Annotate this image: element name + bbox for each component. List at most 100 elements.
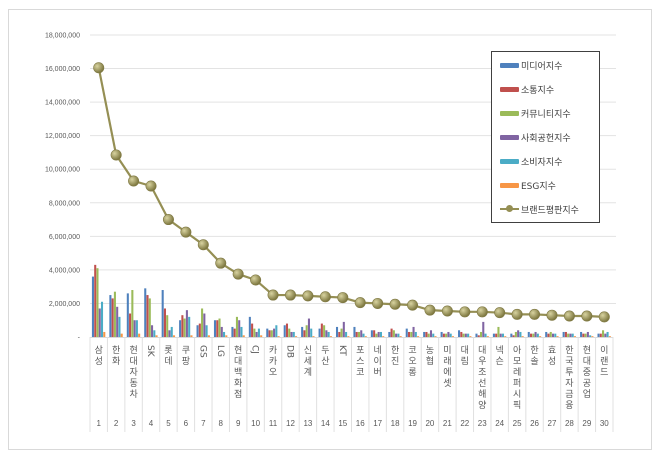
line-marker (529, 308, 541, 320)
y-tick-label: 10,000,000 (45, 167, 80, 174)
bar (382, 336, 385, 337)
bar (514, 331, 517, 337)
bar (231, 326, 234, 337)
bar (248, 316, 251, 337)
bar (477, 335, 480, 337)
bar (373, 330, 376, 337)
bar (223, 331, 226, 337)
bar (602, 330, 605, 337)
bar (118, 316, 121, 337)
bar (100, 301, 104, 337)
bar (434, 336, 437, 337)
bar (188, 316, 191, 337)
line-marker (110, 149, 122, 161)
bar (370, 330, 373, 337)
legend-item-communication: 소통지수 (500, 81, 554, 97)
x-category-label: GS (197, 345, 207, 358)
y-tick-label: 16,000,000 (45, 66, 80, 73)
x-rank-label: 10 (251, 419, 260, 428)
line-marker (563, 310, 575, 322)
x-category-label: SK (145, 345, 155, 358)
bar (148, 298, 151, 337)
bar (425, 331, 428, 337)
bar (388, 331, 391, 337)
line-marker (284, 289, 296, 301)
bar (170, 326, 173, 337)
line-marker (232, 268, 244, 280)
bar (290, 331, 293, 337)
bar (591, 336, 594, 337)
bar (512, 335, 515, 337)
line-marker (459, 306, 471, 318)
legend-label: 소통지수 (521, 85, 555, 96)
x-category-label: CJ (250, 345, 260, 354)
bar (260, 335, 263, 337)
y-tick-label: 6,000,000 (49, 234, 80, 241)
bar (580, 331, 583, 337)
bar (586, 331, 589, 337)
chart-legend: 미디어지수 소통지수 커뮤니티지수 사회공헌지수 소비자지수 ESG지수 브랜드… (491, 51, 600, 223)
bar (305, 325, 308, 337)
bar (179, 320, 182, 337)
legend-label: 브랜드평판지수 (521, 205, 579, 216)
bar (377, 331, 380, 337)
bar (353, 326, 356, 337)
bar (288, 328, 291, 337)
bar (242, 335, 245, 337)
bar (301, 326, 304, 337)
bar (379, 331, 382, 337)
bar (442, 333, 445, 337)
x-rank-label: 28 (565, 419, 574, 428)
line-marker (197, 239, 209, 251)
bar (573, 336, 577, 337)
bar (168, 330, 171, 337)
line-marker (598, 311, 610, 323)
bar (527, 331, 530, 337)
bar (266, 328, 269, 337)
bar (342, 321, 345, 337)
x-rank-label: 26 (530, 419, 539, 428)
bar (235, 316, 238, 337)
bar (205, 325, 208, 337)
bar (233, 328, 236, 337)
bar (482, 321, 485, 337)
bar (273, 328, 276, 337)
bar (240, 326, 243, 337)
x-rank-label: 4 (149, 419, 154, 428)
x-rank-label: 13 (303, 419, 312, 428)
bar (203, 313, 206, 337)
bar (257, 328, 260, 337)
legend-label: 사회공헌지수 (521, 133, 571, 144)
bar (270, 330, 273, 337)
legend-item-community: 커뮤니티지수 (500, 105, 571, 121)
bar (432, 333, 435, 337)
x-rank-label: 5 (166, 419, 171, 428)
bar (504, 336, 507, 337)
bar (464, 333, 467, 337)
x-category-label: DB (284, 345, 294, 358)
bar (562, 331, 565, 337)
y-tick-label: 8,000,000 (49, 200, 80, 207)
bar (155, 335, 158, 337)
y-tick-label: 18,000,000 (45, 33, 80, 40)
legend-swatch-icon (500, 86, 519, 92)
bar (220, 326, 223, 337)
line-marker (215, 257, 227, 269)
line-marker (302, 290, 314, 302)
bar (318, 328, 321, 337)
line-marker (441, 305, 453, 317)
bar (547, 333, 550, 337)
bar (407, 331, 411, 337)
bar (166, 315, 169, 337)
bar (98, 308, 101, 337)
bar (584, 333, 587, 337)
bar (135, 320, 138, 337)
bar (292, 331, 295, 337)
bar (495, 333, 498, 337)
bar (395, 333, 398, 337)
